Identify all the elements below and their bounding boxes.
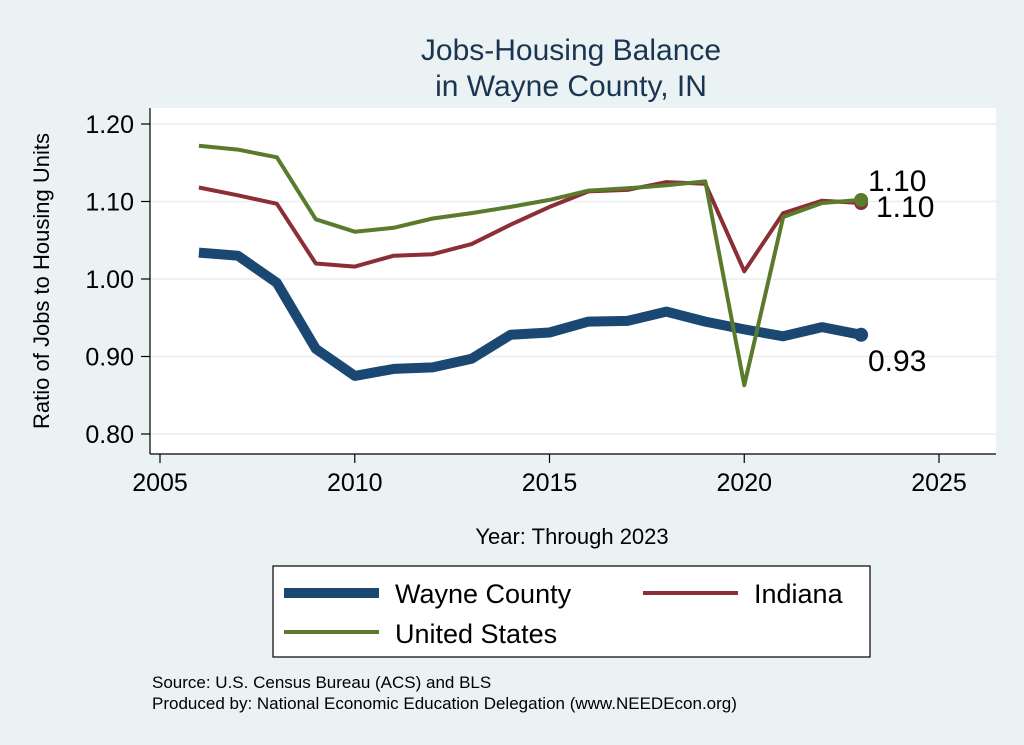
x-tick-label: 2010 (327, 469, 383, 497)
chart-title-line-1: Jobs-Housing Balance (421, 34, 721, 67)
legend-label-indiana: Indiana (754, 579, 844, 609)
plot-area (150, 108, 996, 454)
legend-label-wayne-county: Wayne County (395, 579, 572, 609)
legend-box (272, 565, 871, 658)
series-line-indiana (198, 180, 862, 274)
chart-title-line-2: in Wayne County, IN (435, 70, 707, 103)
gridlines (150, 123, 996, 435)
series-line-united-states (198, 143, 862, 388)
x-axis-ticks: 2005 2010 2015 2020 2025 (132, 454, 967, 497)
end-point-united-states (854, 192, 869, 207)
y-tick-label: 1.10 (85, 189, 134, 217)
series-group (198, 143, 869, 388)
x-axis-label: Year: Through 2023 (475, 524, 668, 549)
series-line-wayne-county (198, 247, 863, 381)
end-label-indiana: 1.10 (876, 191, 934, 224)
end-label-wayne-county: 0.93 (868, 345, 926, 378)
end-label-united-states: 1.10 (868, 165, 926, 198)
y-tick-label: 1.20 (85, 111, 134, 139)
x-tick-label: 2015 (522, 469, 578, 497)
y-tick-label: 0.90 (85, 344, 134, 372)
legend-label-united-states: United States (395, 619, 557, 649)
y-axis-ticks: 0.80 0.90 1.00 1.10 1.20 (85, 111, 150, 449)
y-axis-label: Ratio of Jobs to Housing Units (29, 133, 54, 429)
x-tick-label: 2025 (911, 469, 967, 497)
x-tick-label: 2020 (716, 469, 772, 497)
source-note: Source: U.S. Census Bureau (ACS) and BLS (152, 673, 491, 692)
y-tick-label: 0.80 (85, 421, 134, 449)
x-tick-label: 2005 (132, 469, 188, 497)
end-point-wayne-county (854, 327, 869, 342)
y-tick-label: 1.00 (85, 266, 134, 294)
producer-note: Produced by: National Economic Education… (152, 694, 737, 713)
